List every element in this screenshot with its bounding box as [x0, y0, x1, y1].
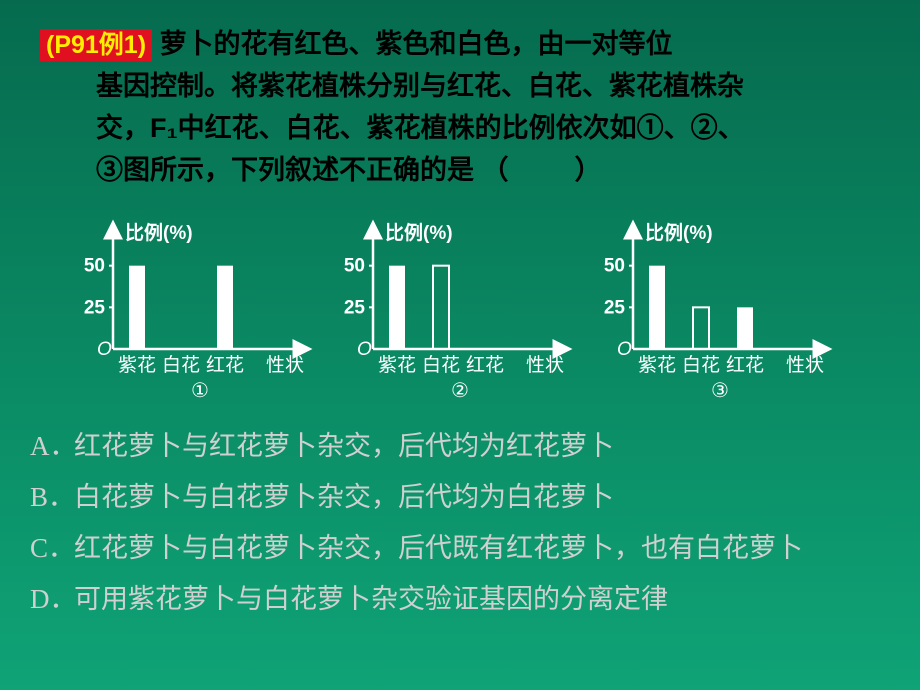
chart-3: 比例(%) O 25 50 紫花白花红花性状 ③	[595, 209, 845, 409]
svg-text:①: ①	[191, 380, 209, 402]
options-block: A．红花萝卜与红花萝卜杂交，后代均为红花萝卜 B．白花萝卜与白花萝卜杂交，后代均…	[0, 415, 920, 613]
svg-text:白花: 白花	[162, 354, 200, 376]
option-a-text: 红花萝卜与红花萝卜杂交，后代均为红花萝卜	[74, 431, 614, 461]
option-c: C．红花萝卜与白花萝卜杂交，后代既有红花萝卜，也有白花萝卜	[30, 535, 890, 562]
option-d-letter: D．	[30, 586, 74, 613]
svg-text:50: 50	[604, 256, 625, 277]
option-b-letter: B．	[30, 484, 74, 511]
svg-text:紫花: 紫花	[638, 354, 676, 376]
svg-text:50: 50	[84, 256, 105, 277]
option-a: A．红花萝卜与红花萝卜杂交，后代均为红花萝卜	[30, 433, 890, 460]
svg-text:紫花: 紫花	[118, 354, 156, 376]
option-d-text: 可用紫花萝卜与白花萝卜杂交验证基因的分离定律	[74, 584, 668, 614]
svg-text:比例(%): 比例(%)	[125, 221, 193, 244]
svg-text:25: 25	[604, 298, 626, 319]
question-stem: (P91例1) 萝卜的花有红色、紫色和白色，由一对等位 基因控制。将紫花植株分别…	[0, 0, 920, 201]
svg-text:③: ③	[711, 380, 729, 402]
svg-text:②: ②	[451, 380, 469, 402]
svg-text:紫花: 紫花	[378, 354, 416, 376]
svg-text:性状: 性状	[526, 354, 564, 376]
option-b: B．白花萝卜与白花萝卜杂交，后代均为白花萝卜	[30, 484, 890, 511]
stem-line2: 基因控制。将紫花植株分别与红花、白花、紫花植株杂	[96, 71, 744, 101]
svg-text:25: 25	[84, 298, 106, 319]
answer-bracket: （ ）	[482, 150, 606, 192]
svg-text:比例(%): 比例(%)	[645, 221, 713, 244]
stem-line1: 萝卜的花有红色、紫色和白色，由一对等位	[160, 29, 673, 59]
svg-text:25: 25	[344, 298, 366, 319]
stem-line4: ③图所示，下列叙述不正确的是	[96, 155, 474, 185]
svg-text:O: O	[97, 339, 112, 360]
option-a-letter: A．	[30, 433, 74, 460]
stem-line3: 交，F₁中红花、白花、紫花植株的比例依次如①、②、	[96, 113, 745, 143]
svg-text:白花: 白花	[682, 354, 720, 376]
svg-text:O: O	[357, 339, 372, 360]
svg-text:红花: 红花	[466, 354, 504, 376]
svg-text:白花: 白花	[422, 354, 460, 376]
option-d: D．可用紫花萝卜与白花萝卜杂交验证基因的分离定律	[30, 586, 890, 613]
svg-text:比例(%): 比例(%)	[385, 221, 453, 244]
charts-row: 比例(%) O 2550 紫花白花红花性状 ① 比例(%) O 2550 紫花白…	[0, 201, 920, 415]
chart-2: 比例(%) O 25 50 紫花白花红花性状 ②	[335, 209, 585, 409]
option-c-letter: C．	[30, 535, 74, 562]
svg-text:性状: 性状	[266, 354, 304, 376]
svg-text:50: 50	[344, 256, 365, 277]
svg-text:红花: 红花	[726, 354, 764, 376]
example-label: (P91例1)	[40, 29, 152, 61]
svg-text:性状: 性状	[786, 354, 824, 376]
chart-1: 比例(%) O 25 50 紫花白花红花性状 ①	[75, 209, 325, 409]
option-c-text: 红花萝卜与白花萝卜杂交，后代既有红花萝卜，也有白花萝卜	[74, 533, 803, 563]
option-b-text: 白花萝卜与白花萝卜杂交，后代均为白花萝卜	[74, 482, 614, 512]
svg-text:红花: 红花	[206, 354, 244, 376]
svg-text:O: O	[617, 339, 632, 360]
